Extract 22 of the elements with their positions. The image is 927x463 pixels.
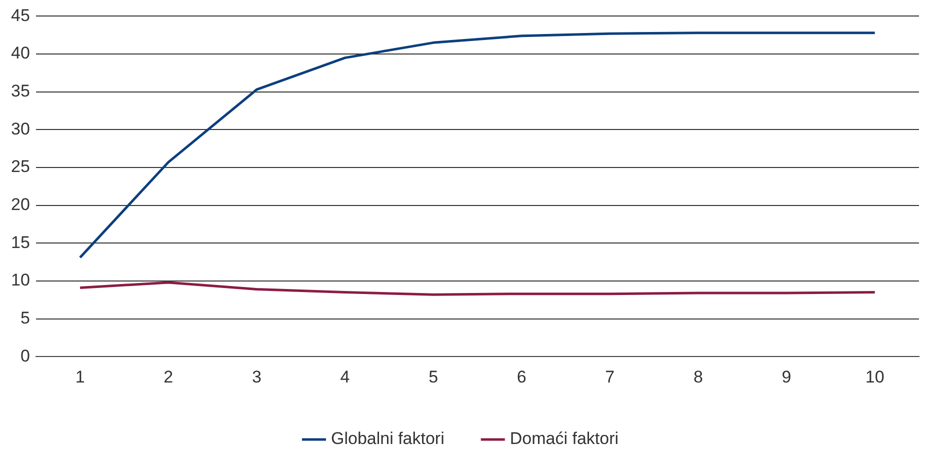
x-tick-label: 9 — [782, 367, 792, 386]
y-tick-label: 0 — [20, 346, 30, 366]
x-tick-label: 1 — [75, 367, 85, 386]
x-tick-label: 7 — [605, 367, 615, 386]
y-tick-label: 40 — [10, 44, 30, 63]
x-tick-label: 5 — [428, 367, 438, 386]
y-tick-label: 25 — [10, 157, 30, 176]
x-tick-label: 2 — [164, 367, 174, 386]
legend-label: Domaći faktori — [510, 429, 619, 448]
y-tick-label: 20 — [10, 195, 30, 214]
x-tick-label: 10 — [865, 367, 884, 386]
y-tick-label: 30 — [10, 119, 30, 138]
x-tick-label: 6 — [516, 367, 526, 386]
legend-label: Globalni faktori — [330, 429, 444, 448]
x-tick-label: 4 — [340, 367, 350, 386]
y-tick-label: 35 — [10, 82, 30, 101]
y-tick-label: 10 — [10, 270, 30, 290]
y-tick-label: 5 — [20, 308, 30, 328]
y-tick-label: 15 — [10, 232, 30, 252]
x-tick-label: 8 — [693, 367, 703, 386]
y-tick-label: 45 — [10, 6, 30, 25]
x-tick-label: 3 — [252, 367, 262, 386]
